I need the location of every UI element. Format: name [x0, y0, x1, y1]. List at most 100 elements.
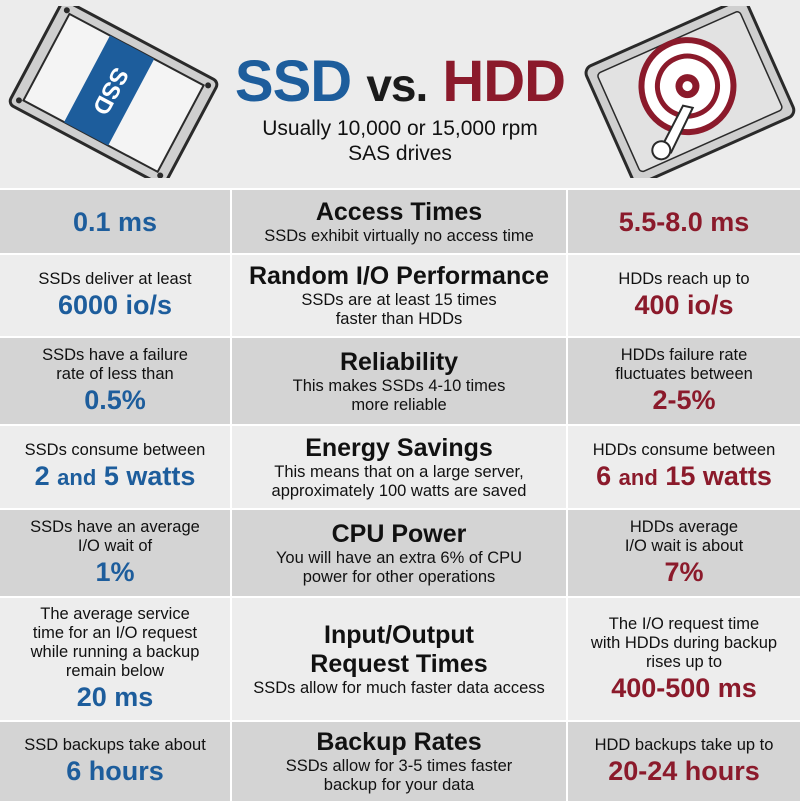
ssd-description: I/O wait of — [77, 537, 153, 555]
ssd-description: remain below — [65, 662, 165, 680]
metric-description: SSDs allow for 3-5 times faster — [285, 757, 513, 775]
ssd-cell: SSD backups take about 6 hours — [0, 722, 232, 801]
ssd-value: 6 hours — [66, 756, 164, 786]
hdd-description: HDDs average — [629, 518, 739, 536]
table-row: SSDs have a failure rate of less than 0.… — [0, 336, 800, 424]
metric-cell: Input/Output Request Times SSDs allow fo… — [232, 598, 568, 720]
ssd-description: SSDs have a failure — [42, 346, 188, 364]
hdd-value-high: 15 watts — [665, 460, 772, 491]
ssd-drive-icon: SSD — [8, 6, 219, 178]
metric-title: Energy Savings — [305, 433, 493, 462]
title-vs: vs. — [366, 59, 428, 111]
subtitle-line-1: Usually 10,000 or 15,000 rpm — [262, 117, 538, 140]
ssd-cell: The average service time for an I/O requ… — [0, 598, 232, 720]
hdd-value: 400-500 ms — [611, 672, 757, 703]
comparison-table: 0.1 ms Access Times SSDs exhibit virtual… — [0, 188, 800, 801]
table-row: SSDs have an average I/O wait of 1% CPU … — [0, 508, 800, 596]
hdd-cell: HDDs consume between 6 and 15 watts — [568, 426, 800, 508]
hdd-description: HDD backups take up to — [594, 736, 774, 754]
metric-title: Access Times — [315, 197, 483, 226]
ssd-value-low: 2 — [34, 460, 50, 491]
ssd-description: rate of less than — [56, 365, 174, 383]
ssd-cell: SSDs have an average I/O wait of 1% — [0, 510, 232, 596]
ssd-description: time for an I/O request — [32, 624, 198, 642]
hdd-value: 400 io/s — [634, 290, 734, 320]
ssd-value: 20 ms — [76, 682, 154, 712]
ssd-cell: SSDs have a failure rate of less than 0.… — [0, 338, 232, 424]
hdd-drive-icon — [584, 6, 796, 178]
ssd-description: SSD backups take about — [24, 736, 206, 754]
metric-title: Request Times — [310, 649, 488, 678]
metric-description: more reliable — [351, 395, 447, 414]
table-row: 0.1 ms Access Times SSDs exhibit virtual… — [0, 188, 800, 253]
ssd-value-high: 5 watts — [103, 460, 196, 491]
hdd-cell: HDDs failure rate fluctuates between 2-5… — [568, 338, 800, 424]
ssd-cell: 0.1 ms — [0, 190, 232, 253]
hdd-description: HDDs consume between — [592, 440, 776, 459]
metric-cell: Reliability This makes SSDs 4-10 times m… — [232, 338, 568, 424]
hdd-description: The I/O request time — [608, 614, 760, 633]
hdd-description: HDDs failure rate — [620, 346, 748, 364]
hdd-cell: 5.5-8.0 ms — [568, 190, 800, 253]
ssd-description: SSDs consume between — [24, 440, 206, 459]
subtitle-line-2: SAS drives — [348, 142, 452, 165]
hdd-cell: HDD backups take up to 20-24 hours — [568, 722, 800, 801]
hdd-value-and: and — [618, 464, 658, 490]
hdd-value: 7% — [664, 557, 704, 587]
metric-title: CPU Power — [331, 519, 467, 548]
hdd-description: I/O wait is about — [624, 537, 744, 555]
page-title: SSD vs. HDD — [0, 50, 800, 117]
hdd-description: HDDs reach up to — [618, 270, 750, 288]
metric-cell: Random I/O Performance SSDs are at least… — [232, 255, 568, 336]
ssd-value: 0.5% — [84, 385, 146, 415]
metric-description: faster than HDDs — [335, 310, 463, 328]
hdd-cell: The I/O request time with HDDs during ba… — [568, 598, 800, 720]
metric-description: SSDs exhibit virtually no access time — [264, 226, 534, 245]
metric-description: SSDs allow for much faster data access — [253, 678, 545, 697]
metric-cell: Energy Savings This means that on a larg… — [232, 426, 568, 508]
ssd-description: while running a backup — [30, 643, 200, 661]
metric-cell: CPU Power You will have an extra 6% of C… — [232, 510, 568, 596]
ssd-value: 2 and 5 watts — [35, 460, 196, 494]
hdd-description: fluctuates between — [615, 365, 753, 383]
ssd-value: 0.1 ms — [72, 206, 158, 237]
metric-cell: Backup Rates SSDs allow for 3-5 times fa… — [232, 722, 568, 801]
hdd-value: 6 and 15 watts — [596, 460, 772, 494]
ssd-cell: SSDs deliver at least 6000 io/s — [0, 255, 232, 336]
ssd-cell: SSDs consume between 2 and 5 watts — [0, 426, 232, 508]
hdd-value: 5.5-8.0 ms — [618, 206, 750, 237]
metric-title: Reliability — [339, 347, 459, 376]
ssd-value-and: and — [57, 464, 97, 490]
table-row: SSDs consume between 2 and 5 watts Energ… — [0, 424, 800, 508]
ssd-description: SSDs have an average — [30, 518, 200, 536]
metric-description: backup for your data — [323, 776, 475, 794]
title-hdd: HDD — [442, 49, 566, 114]
metric-description: This makes SSDs 4-10 times — [292, 376, 506, 395]
ssd-description: SSDs deliver at least — [38, 270, 192, 288]
hdd-description: rises up to — [645, 652, 723, 671]
metric-description: SSDs are at least 15 times — [301, 291, 497, 309]
hdd-value: 2-5% — [652, 385, 716, 415]
header: SSD SSD vs. HDD Usually 10,000 or 15,000… — [0, 0, 800, 188]
table-row: SSDs deliver at least 6000 io/s Random I… — [0, 253, 800, 336]
hdd-description: with HDDs during backup — [590, 633, 778, 652]
table-row: SSD backups take about 6 hours Backup Ra… — [0, 720, 800, 801]
ssd-value: 6000 io/s — [57, 290, 173, 320]
metric-title: Random I/O Performance — [248, 262, 550, 290]
metric-description: approximately 100 watts are saved — [271, 481, 527, 500]
hdd-value: 20-24 hours — [608, 756, 760, 786]
metric-title: Backup Rates — [316, 728, 482, 756]
subtitle: Usually 10,000 or 15,000 rpm SAS drives — [0, 116, 800, 166]
title-ssd: SSD — [234, 49, 352, 114]
metric-description: You will have an extra 6% of CPU — [275, 548, 523, 567]
hdd-cell: HDDs average I/O wait is about 7% — [568, 510, 800, 596]
ssd-description: The average service — [40, 605, 190, 623]
hdd-cell: HDDs reach up to 400 io/s — [568, 255, 800, 336]
table-row: The average service time for an I/O requ… — [0, 596, 800, 720]
metric-description: This means that on a large server, — [274, 462, 524, 481]
metric-title: Input/Output — [324, 620, 474, 649]
metric-description: power for other operations — [302, 567, 496, 586]
ssd-value: 1% — [95, 557, 135, 587]
hdd-value-low: 6 — [596, 460, 612, 491]
metric-cell: Access Times SSDs exhibit virtually no a… — [232, 190, 568, 253]
